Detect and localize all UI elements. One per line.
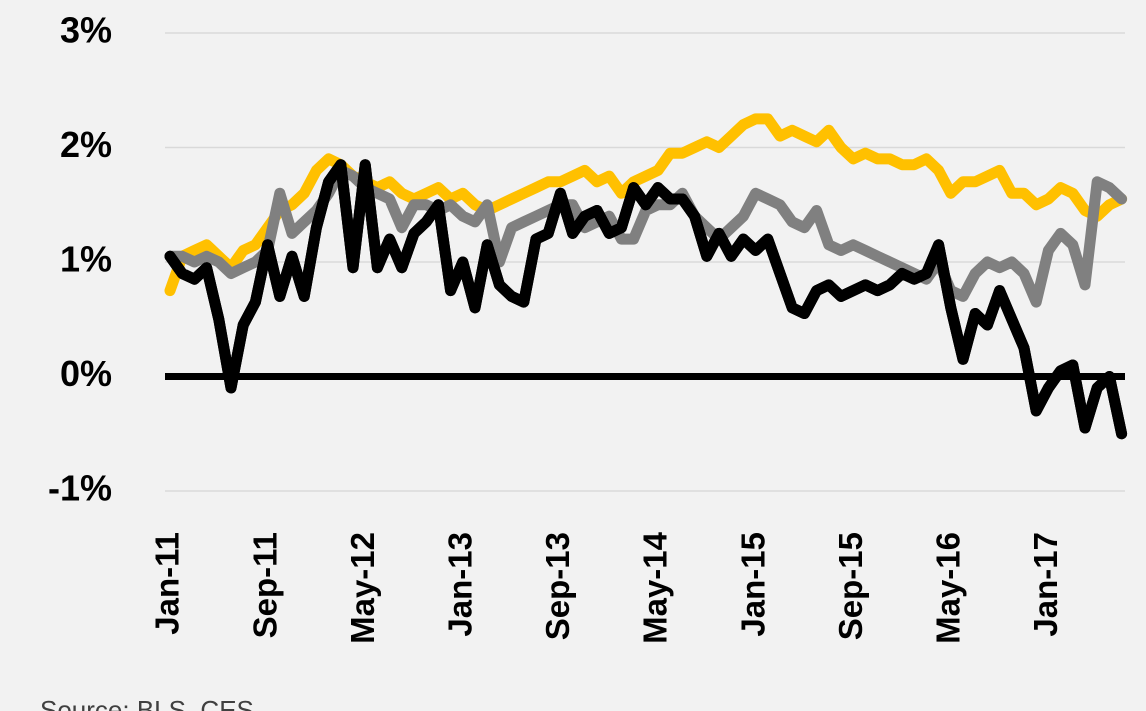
series-line-overlay: [164, 159, 1128, 440]
x-tick-label: May-14: [637, 531, 674, 644]
y-tick-label: -1%: [48, 468, 112, 509]
y-tick-label: 3%: [60, 10, 112, 51]
x-tick-label: Sep-13: [539, 532, 576, 640]
x-tick-label: Jan-17: [1027, 532, 1064, 637]
x-tick-label: Sep-11: [246, 532, 283, 638]
y-tick-label: 0%: [60, 353, 112, 394]
y-tick-label: 2%: [60, 124, 112, 165]
x-tick-label: May-12: [344, 532, 381, 644]
series-line: [164, 113, 1128, 297]
x-tick-label: Sep-15: [832, 532, 869, 640]
x-tick-label: Jan-13: [442, 532, 479, 637]
x-tick-label: May-16: [930, 532, 967, 644]
source-note: Source: BLS, CES: [40, 695, 254, 711]
y-tick-label: 1%: [60, 239, 112, 280]
x-tick-label: Jan-11: [149, 532, 186, 635]
x-tick-label: Jan-15: [734, 532, 771, 637]
